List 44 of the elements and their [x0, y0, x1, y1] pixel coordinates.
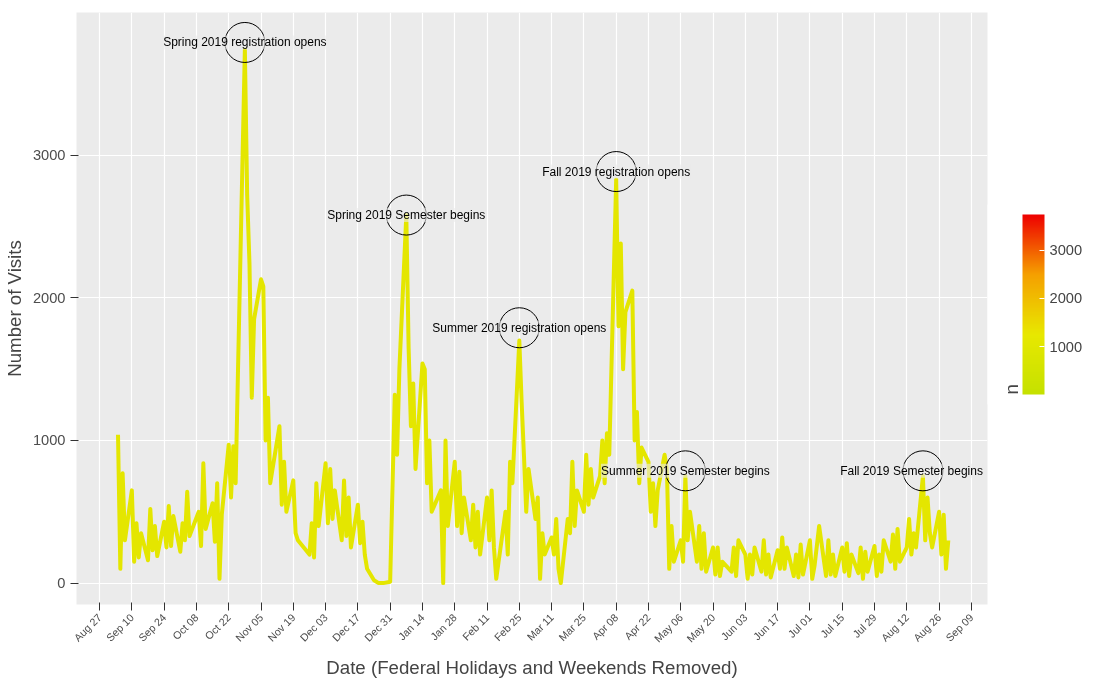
x-tick-label: Mar 11 [524, 611, 556, 643]
color-bar-label: 3000 [1049, 242, 1083, 259]
annotation: Spring 2019 Semester begins [327, 208, 486, 223]
x-axis-title: Date (Federal Holidays and Weekends Removed) [326, 656, 738, 678]
x-tick-label: Jul 29 [850, 611, 879, 640]
x-tick-label: Jan 28 [427, 611, 460, 643]
x-tick-label: Jun 03 [718, 611, 750, 643]
y-tick-label: 2000 [32, 289, 66, 306]
y-tick-label: 1000 [32, 432, 66, 449]
x-tick-label: Jun 17 [750, 611, 782, 643]
x-tick-label: Sep 24 [136, 611, 169, 644]
x-tick-label: Dec 17 [329, 611, 363, 644]
color-bar-label: 1000 [1049, 338, 1083, 355]
x-tick-label: Mar 25 [556, 611, 589, 644]
y-axis-title: Number of Visits [3, 240, 25, 377]
color-bar-title: n [1000, 384, 1022, 395]
x-tick-label: Aug 26 [910, 611, 944, 644]
x-tick-label: Feb 11 [459, 611, 492, 643]
x-tick-label: May 06 [651, 611, 686, 645]
annotation: Summer 2019 registration opens [432, 320, 607, 335]
x-tick-label: Jul 01 [785, 611, 815, 640]
y-tick-label: 0 [57, 575, 66, 592]
color-bar-label: 2000 [1049, 290, 1083, 307]
x-tick-label: Sep 10 [103, 611, 137, 644]
y-tick-label: 3000 [32, 147, 66, 164]
x-tick-label: May 20 [684, 611, 718, 645]
x-tick-label: Oct 08 [169, 611, 201, 642]
x-tick-label: Sep 09 [943, 611, 976, 644]
x-tick-label: Nov 19 [265, 611, 298, 644]
x-tick-label: Jan 14 [395, 611, 427, 643]
x-tick-label: Aug 27 [71, 611, 104, 644]
x-tick-label: Nov 05 [232, 611, 266, 644]
x-tick-label: Aug 12 [878, 611, 912, 644]
annotation: Fall 2019 registration opens [542, 164, 691, 179]
annotation: Fall 2019 Semester begins [840, 463, 983, 478]
x-tick-label: Apr 22 [622, 611, 653, 642]
x-tick-label: Oct 22 [202, 611, 234, 642]
x-tick-label: Dec 03 [297, 611, 330, 644]
annotation: Summer 2019 Semester begins [601, 463, 770, 478]
x-tick-label: Feb 25 [491, 611, 524, 644]
x-tick-label: Dec 31 [362, 611, 395, 644]
x-tick-label: Apr 08 [589, 611, 621, 642]
x-tick-label: Jul 15 [817, 611, 847, 640]
annotation: Spring 2019 registration opens [163, 35, 327, 50]
